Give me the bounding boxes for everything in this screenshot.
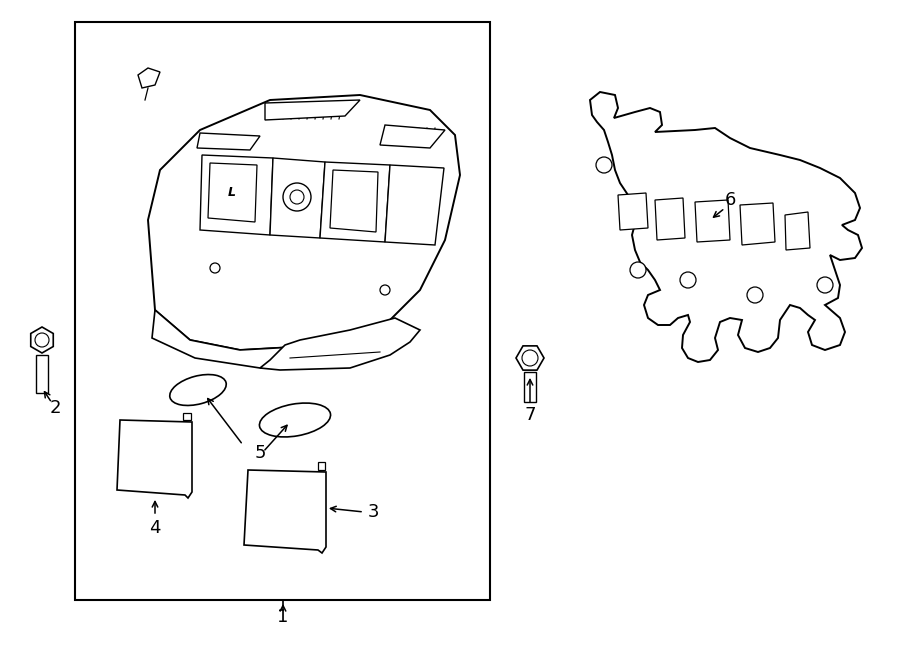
Polygon shape [320,162,390,242]
Polygon shape [785,212,810,250]
Polygon shape [260,318,420,370]
Text: 4: 4 [149,519,161,537]
Circle shape [522,350,538,366]
Polygon shape [330,170,378,232]
Polygon shape [208,163,257,222]
Text: 5: 5 [254,444,266,462]
Polygon shape [138,68,160,88]
Circle shape [680,272,696,288]
Polygon shape [655,198,685,240]
Bar [75,22,490,600]
Text: 6: 6 [724,191,735,209]
Text: L: L [228,186,236,198]
Polygon shape [148,95,460,350]
Polygon shape [740,203,775,245]
Text: 2: 2 [50,399,61,417]
Circle shape [290,190,304,204]
Polygon shape [385,165,444,245]
Polygon shape [590,92,862,362]
Circle shape [747,287,763,303]
Circle shape [35,333,49,347]
Bar [36,355,48,393]
Polygon shape [200,155,273,235]
Polygon shape [31,327,53,353]
Circle shape [210,263,220,273]
Polygon shape [117,420,192,498]
Text: 3: 3 [368,503,380,521]
Text: 1: 1 [277,608,289,626]
Polygon shape [695,200,730,242]
Polygon shape [380,125,445,148]
Polygon shape [265,100,360,120]
Text: 7: 7 [524,406,536,424]
Polygon shape [152,310,390,368]
Polygon shape [183,413,191,420]
Polygon shape [516,346,544,370]
Circle shape [817,277,833,293]
Polygon shape [318,462,325,470]
Ellipse shape [170,375,226,405]
Bar [524,372,536,402]
Polygon shape [618,193,648,230]
Circle shape [630,262,646,278]
Ellipse shape [259,403,330,437]
Polygon shape [270,158,325,238]
Polygon shape [244,470,326,553]
Circle shape [596,157,612,173]
Circle shape [380,285,390,295]
Polygon shape [197,133,260,150]
Circle shape [283,183,311,211]
